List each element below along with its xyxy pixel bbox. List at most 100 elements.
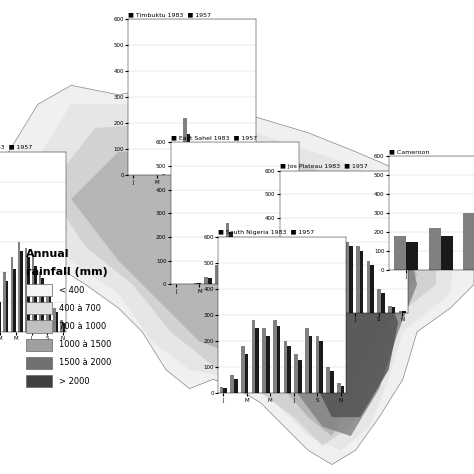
Bar: [292, 310, 296, 313]
Bar: [172, 173, 176, 175]
Bar: [6, 281, 9, 332]
Bar: [48, 293, 51, 332]
Bar: [324, 270, 328, 313]
Bar: [26, 338, 52, 351]
Bar: [377, 289, 381, 313]
Bar: [197, 169, 201, 175]
Bar: [236, 242, 240, 284]
Bar: [394, 236, 406, 270]
Text: > 2000: > 2000: [59, 377, 90, 385]
Bar: [388, 306, 392, 313]
Bar: [441, 236, 453, 270]
Text: ■ Timbuktu 1983  ■ 1957: ■ Timbuktu 1983 ■ 1957: [128, 12, 211, 17]
Bar: [287, 346, 291, 393]
Bar: [10, 257, 13, 332]
Bar: [230, 375, 234, 393]
Bar: [25, 248, 27, 332]
Bar: [266, 336, 270, 393]
Bar: [337, 383, 341, 393]
Bar: [381, 292, 385, 313]
Bar: [197, 283, 201, 284]
Text: 1000 à 1500: 1000 à 1500: [59, 340, 111, 349]
Bar: [326, 367, 330, 393]
Bar: [34, 266, 37, 332]
Text: ■ 1983  ■ 1957: ■ 1983 ■ 1957: [0, 145, 32, 150]
Bar: [305, 328, 309, 393]
Bar: [341, 386, 345, 393]
Bar: [187, 134, 191, 175]
Bar: [229, 174, 233, 175]
Bar: [309, 336, 312, 393]
Polygon shape: [0, 85, 474, 465]
Bar: [219, 387, 223, 393]
Bar: [285, 312, 289, 313]
Bar: [39, 272, 41, 332]
Bar: [26, 357, 52, 369]
Bar: [60, 320, 63, 332]
Bar: [229, 232, 233, 284]
Bar: [20, 251, 23, 332]
Text: ■ South Nigeria 1983  ■ 1957: ■ South Nigeria 1983 ■ 1957: [218, 230, 314, 235]
Bar: [406, 242, 418, 270]
Bar: [402, 311, 406, 313]
Bar: [55, 312, 58, 332]
Bar: [247, 261, 251, 284]
Bar: [26, 302, 52, 314]
Bar: [252, 320, 255, 393]
Bar: [316, 336, 319, 393]
Bar: [219, 269, 222, 284]
Bar: [279, 283, 283, 284]
Bar: [26, 284, 52, 296]
Bar: [345, 242, 349, 313]
Bar: [262, 328, 266, 393]
Bar: [183, 118, 187, 175]
Bar: [26, 375, 52, 387]
Bar: [245, 355, 248, 393]
Text: ■ East Sahel 1983  ■ 1957: ■ East Sahel 1983 ■ 1957: [171, 136, 257, 140]
Bar: [392, 307, 395, 313]
Bar: [302, 307, 306, 313]
Bar: [283, 341, 287, 393]
Bar: [193, 283, 197, 284]
Bar: [193, 166, 197, 175]
Bar: [41, 278, 44, 332]
Bar: [226, 223, 229, 284]
Text: rainfall (mm): rainfall (mm): [26, 267, 107, 277]
Text: 400 à 700: 400 à 700: [59, 304, 101, 313]
Bar: [53, 308, 55, 332]
Bar: [261, 274, 265, 284]
Bar: [3, 272, 6, 332]
Polygon shape: [284, 237, 398, 417]
Bar: [13, 269, 16, 332]
Bar: [306, 308, 310, 313]
Bar: [349, 246, 353, 313]
Bar: [272, 281, 276, 284]
Bar: [399, 311, 402, 313]
Bar: [226, 174, 229, 175]
Bar: [165, 174, 169, 175]
Bar: [268, 280, 272, 284]
Bar: [176, 173, 180, 175]
Bar: [215, 173, 219, 175]
Bar: [208, 278, 212, 284]
Bar: [223, 388, 227, 393]
Bar: [294, 355, 298, 393]
Bar: [255, 328, 259, 393]
Bar: [240, 249, 244, 284]
Polygon shape: [24, 104, 455, 450]
Bar: [370, 265, 374, 313]
Bar: [281, 312, 285, 313]
Bar: [46, 287, 48, 332]
Text: < 400: < 400: [59, 286, 84, 294]
Polygon shape: [71, 152, 417, 436]
Bar: [328, 275, 331, 313]
Bar: [251, 264, 255, 284]
Bar: [298, 359, 302, 393]
Bar: [283, 283, 286, 284]
Bar: [241, 346, 245, 393]
Bar: [464, 213, 474, 270]
Bar: [0, 302, 1, 332]
Bar: [273, 320, 277, 393]
Bar: [219, 174, 222, 175]
Bar: [257, 273, 261, 284]
